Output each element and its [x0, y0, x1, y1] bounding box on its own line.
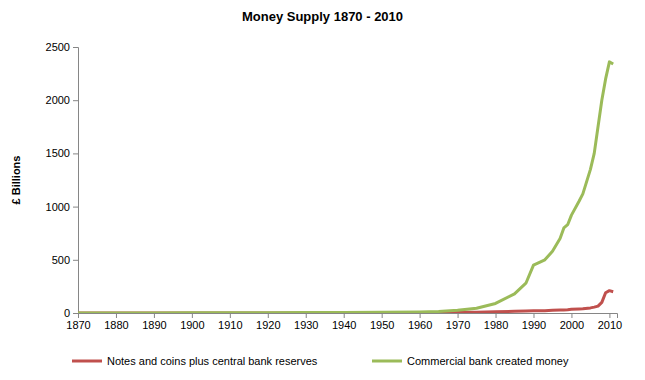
y-tick: 1500 [46, 147, 78, 159]
x-tick: 1910 [218, 313, 242, 331]
y-tick: 2500 [46, 41, 78, 53]
x-axis: 1870 1880 1890 1900 1910 1920 1930 1940 1950 1960… [66, 313, 622, 331]
chart: Money Supply 1870 - 2010 £ Billions 0 500 10… [0, 0, 645, 380]
y-tick: 500 [52, 254, 78, 266]
x-tick-mark [533, 313, 534, 318]
legend: Notes and coins plus central bank reserv… [72, 355, 569, 367]
x-tick-label: 1900 [180, 319, 204, 331]
y-tick-mark [73, 313, 78, 314]
x-tick: 1950 [370, 313, 394, 331]
x-tick: 1980 [484, 313, 508, 331]
x-tick-mark [230, 313, 231, 318]
x-tick-label: 1910 [218, 319, 242, 331]
y-tick-mark [73, 260, 78, 261]
series-line [78, 291, 613, 313]
x-tick-mark [268, 313, 269, 318]
x-tick: 1890 [142, 313, 166, 331]
y-axis-title: £ Billions [10, 156, 22, 205]
x-tick-label: 2010 [598, 319, 622, 331]
x-tick-mark [496, 313, 497, 318]
legend-swatch [72, 360, 102, 363]
x-tick: 1870 [66, 313, 90, 331]
x-tick-label: 1980 [484, 319, 508, 331]
x-tick-mark [116, 313, 117, 318]
x-tick-mark [609, 313, 610, 318]
x-tick-mark [382, 313, 383, 318]
y-tick: 2000 [46, 94, 78, 106]
x-tick-mark [344, 313, 345, 318]
x-tick: 1900 [180, 313, 204, 331]
x-tick: 1970 [446, 313, 470, 331]
y-tick-mark [73, 100, 78, 101]
y-tick-mark [73, 153, 78, 154]
x-tick-label: 1920 [256, 319, 280, 331]
x-tick-label: 1930 [294, 319, 318, 331]
y-axis-line [73, 48, 79, 314]
legend-label: Notes and coins plus central bank reserv… [107, 355, 318, 367]
series-line [78, 62, 613, 313]
y-tick-label: 500 [52, 254, 70, 266]
legend-label: Commercial bank created money [407, 355, 569, 367]
x-tick: 1930 [294, 313, 318, 331]
x-tick-label: 1960 [408, 319, 432, 331]
y-tick-label: 1500 [46, 147, 70, 159]
x-tick-mark [420, 313, 421, 318]
x-tick-mark [78, 313, 79, 318]
x-tick-label: 1950 [370, 319, 394, 331]
x-tick-mark [458, 313, 459, 318]
x-tick-label: 1940 [332, 319, 356, 331]
x-tick-mark [154, 313, 155, 318]
plot-area [78, 62, 613, 313]
x-tick: 1880 [104, 313, 128, 331]
x-tick: 1960 [408, 313, 432, 331]
x-axis-line [79, 314, 618, 319]
x-tick-label: 1990 [522, 319, 546, 331]
x-tick-label: 1890 [142, 319, 166, 331]
y-tick-label: 1000 [46, 201, 70, 213]
x-tick: 2010 [598, 313, 622, 331]
x-tick-label: 1880 [104, 319, 128, 331]
y-tick: 1000 [46, 201, 78, 213]
x-tick: 1920 [256, 313, 280, 331]
x-tick: 2000 [560, 313, 584, 331]
title: Money Supply 1870 - 2010 [242, 9, 403, 24]
y-tick-mark [73, 47, 78, 48]
x-tick-label: 1970 [446, 319, 470, 331]
y-tick-label: 0 [64, 307, 70, 319]
x-tick-label: 1870 [66, 319, 90, 331]
y-tick-label: 2500 [46, 41, 70, 53]
y-tick-label: 2000 [46, 94, 70, 106]
x-tick: 1990 [522, 313, 546, 331]
y-axis: 0 500 1000 1500 2000 2500 [46, 41, 79, 319]
x-tick-mark [192, 313, 193, 318]
x-tick-label: 2000 [560, 319, 584, 331]
x-tick-mark [306, 313, 307, 318]
x-tick-mark [571, 313, 572, 318]
legend-swatch [372, 360, 402, 363]
x-tick: 1940 [332, 313, 356, 331]
y-tick-mark [73, 207, 78, 208]
y-tick: 0 [64, 307, 78, 319]
